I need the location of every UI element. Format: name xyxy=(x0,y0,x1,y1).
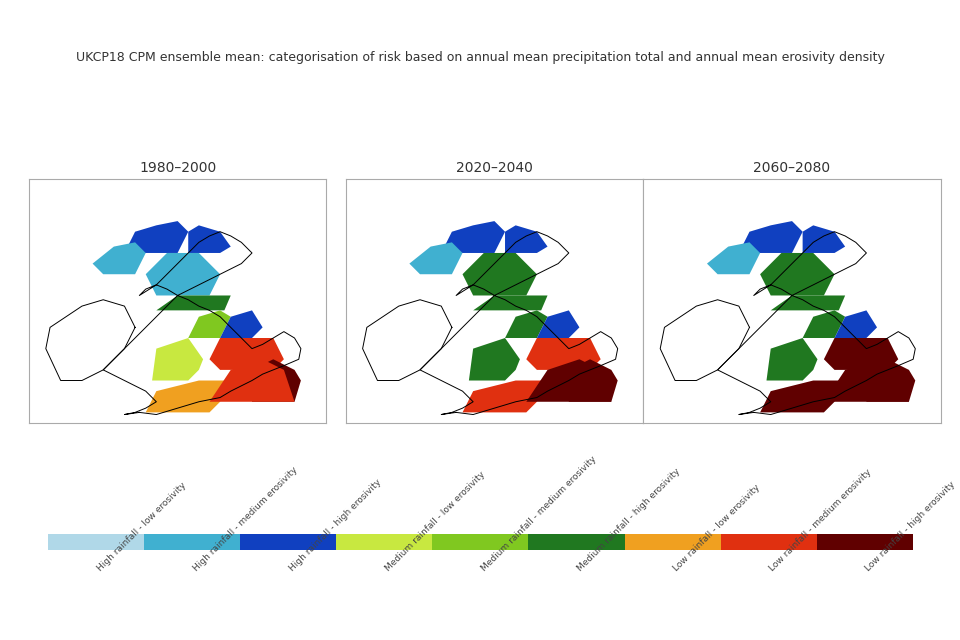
Polygon shape xyxy=(537,310,580,338)
Text: High rainfall - low erosivity: High rainfall - low erosivity xyxy=(96,481,188,573)
Polygon shape xyxy=(409,243,463,274)
Polygon shape xyxy=(824,338,899,370)
Polygon shape xyxy=(468,338,520,381)
Text: High rainfall - high erosivity: High rainfall - high erosivity xyxy=(288,477,383,573)
Polygon shape xyxy=(363,300,452,381)
Polygon shape xyxy=(771,296,845,310)
Polygon shape xyxy=(760,253,834,296)
Title: 1980–2000: 1980–2000 xyxy=(139,161,216,175)
Polygon shape xyxy=(209,338,284,370)
Title: 2020–2040: 2020–2040 xyxy=(456,161,533,175)
Polygon shape xyxy=(442,221,505,253)
Polygon shape xyxy=(152,338,204,381)
Polygon shape xyxy=(463,253,537,296)
Polygon shape xyxy=(707,243,760,274)
Polygon shape xyxy=(209,359,295,402)
Polygon shape xyxy=(834,310,877,338)
Polygon shape xyxy=(505,310,547,338)
Polygon shape xyxy=(766,338,818,381)
Polygon shape xyxy=(803,225,845,253)
Polygon shape xyxy=(252,359,300,402)
Polygon shape xyxy=(188,225,230,253)
Polygon shape xyxy=(473,296,547,310)
Text: UKCP18 CPM ensemble mean: categorisation of risk based on annual mean precipitat: UKCP18 CPM ensemble mean: categorisation… xyxy=(76,51,884,64)
Polygon shape xyxy=(867,359,915,402)
Polygon shape xyxy=(92,243,146,274)
Title: 2060–2080: 2060–2080 xyxy=(754,161,830,175)
Polygon shape xyxy=(505,225,547,253)
Text: High rainfall - medium erosivity: High rainfall - medium erosivity xyxy=(192,465,300,573)
Polygon shape xyxy=(824,359,909,402)
Polygon shape xyxy=(188,310,230,338)
Polygon shape xyxy=(463,381,547,412)
Text: Low rainfall - medium erosivity: Low rainfall - medium erosivity xyxy=(768,467,874,573)
Polygon shape xyxy=(739,221,803,253)
Polygon shape xyxy=(568,359,617,402)
Polygon shape xyxy=(760,381,845,412)
Polygon shape xyxy=(46,300,135,381)
Polygon shape xyxy=(803,310,845,338)
Text: Medium rainfall - high erosivity: Medium rainfall - high erosivity xyxy=(576,467,683,573)
Text: Low rainfall - low erosivity: Low rainfall - low erosivity xyxy=(672,483,762,573)
Text: Medium rainfall - medium erosivity: Medium rainfall - medium erosivity xyxy=(480,454,599,573)
Polygon shape xyxy=(146,381,230,412)
Polygon shape xyxy=(146,253,220,296)
Polygon shape xyxy=(526,338,601,370)
Text: Medium rainfall - low erosivity: Medium rainfall - low erosivity xyxy=(384,470,488,573)
Polygon shape xyxy=(660,300,750,381)
Text: Low rainfall - high erosivity: Low rainfall - high erosivity xyxy=(864,479,957,573)
Polygon shape xyxy=(125,221,188,253)
Polygon shape xyxy=(156,296,230,310)
Polygon shape xyxy=(526,359,612,402)
Polygon shape xyxy=(220,310,263,338)
